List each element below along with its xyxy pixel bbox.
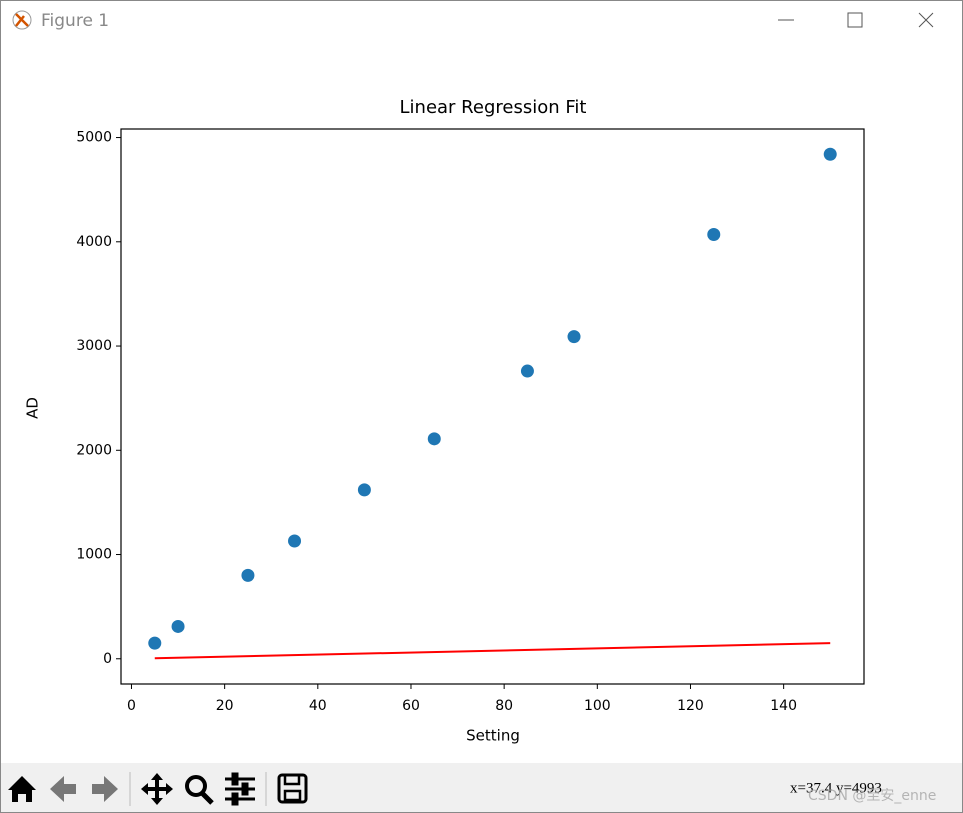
close-button[interactable] [918,12,934,28]
save-button[interactable] [277,773,308,804]
scatter-point [707,227,721,241]
x-tick-label: 120 [677,698,704,714]
x-tick-label: 20 [216,698,234,714]
x-tick-label: 60 [402,698,420,714]
x-axis-label: Setting [466,727,520,745]
scatter-point [241,568,255,582]
status-text: x=37.4 y=4993 [790,780,882,796]
scatter-point [357,483,371,497]
maximize-button[interactable] [847,12,863,28]
scatter-point [288,534,302,548]
y-tick-label: 0 [103,651,112,667]
configure-button[interactable] [225,772,255,806]
x-tick-label: 0 [127,698,136,714]
x-tick-label: 100 [584,698,611,714]
scatter-point [171,619,185,633]
scatter-point [427,432,441,446]
x-tick-label: 80 [495,698,513,714]
zoom-button[interactable] [185,775,214,805]
y-tick-label: 5000 [76,130,112,146]
chart: Linear Regression Fit Setting AD 0 20 40 60… [24,97,865,745]
fit-line [154,642,831,660]
y-axis-label: AD [24,397,42,419]
chart-title: Linear Regression Fit [400,97,587,118]
watermark: CSDN @至安_enne [808,788,936,804]
scatter-point [823,147,837,161]
y-tick-label: 3000 [76,338,112,354]
home-button[interactable] [8,776,36,802]
window-title: Figure 1 [41,11,109,31]
x-tick-label: 140 [770,698,797,714]
app-icon [12,10,32,30]
scatter-point [520,364,534,378]
plot-area [120,128,865,685]
pan-button[interactable] [141,773,173,805]
back-button[interactable] [50,776,76,802]
scatter-point [567,330,581,344]
forward-button[interactable] [92,776,118,802]
toolbar-buttons [8,772,308,806]
y-tick-label: 4000 [76,234,112,250]
y-tick-label: 1000 [76,547,112,563]
scatter-point [148,636,162,650]
y-tick-label: 2000 [76,442,112,458]
x-tick-label: 40 [309,698,327,714]
